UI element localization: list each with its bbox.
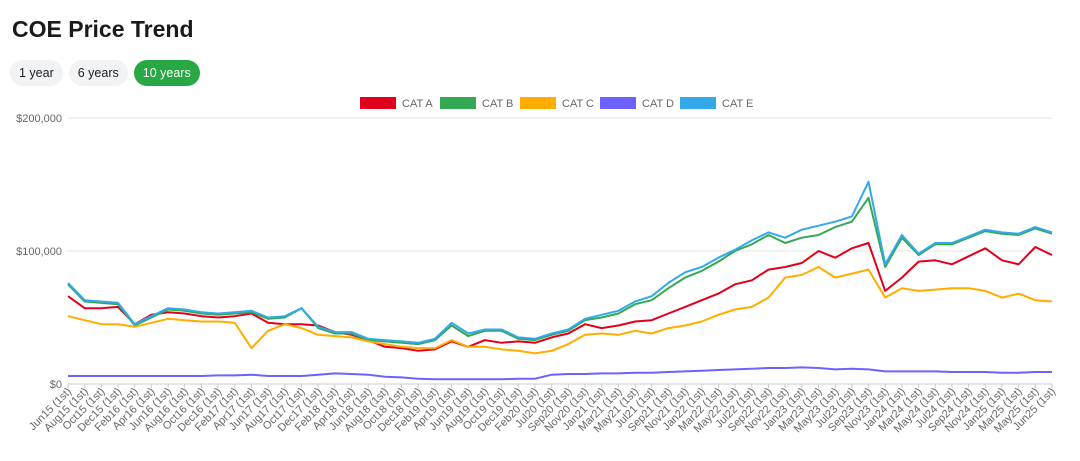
legend-swatch: [680, 97, 716, 109]
y-tick-label: $0: [50, 379, 62, 391]
time-range-selector: 1 year 6 years 10 years: [10, 60, 200, 86]
range-10-years-button[interactable]: 10 years: [133, 60, 200, 86]
legend-swatch: [600, 97, 636, 109]
series-line-cat-b: [67, 196, 1053, 346]
legend-label: CAT A: [402, 98, 433, 110]
legend-item-cat-c: CAT C: [520, 97, 594, 110]
series-line-cat-c: [67, 266, 1053, 355]
legend-swatch: [440, 97, 476, 109]
page-title: COE Price Trend: [12, 16, 194, 42]
series-line-cat-d: [68, 366, 1052, 381]
legend-item-cat-d: CAT D: [600, 97, 674, 110]
legend-label: CAT C: [562, 98, 594, 110]
legend-label: CAT D: [642, 98, 674, 110]
range-6-years-button[interactable]: 6 years: [68, 60, 128, 86]
y-tick-label: $200,000: [16, 113, 62, 125]
legend-label: CAT E: [722, 98, 753, 110]
legend-item-cat-b: CAT B: [440, 97, 513, 110]
series-line-cat-e: [67, 180, 1053, 344]
legend-item-cat-a: CAT A: [360, 97, 433, 110]
legend-swatch: [520, 97, 556, 109]
legend-item-cat-e: CAT E: [680, 97, 753, 110]
legend-label: CAT B: [482, 98, 513, 110]
series-line-cat-a: [67, 242, 1053, 352]
range-1-year-button[interactable]: 1 year: [10, 60, 63, 86]
legend-swatch: [360, 97, 396, 109]
y-tick-label: $100,000: [16, 246, 62, 258]
